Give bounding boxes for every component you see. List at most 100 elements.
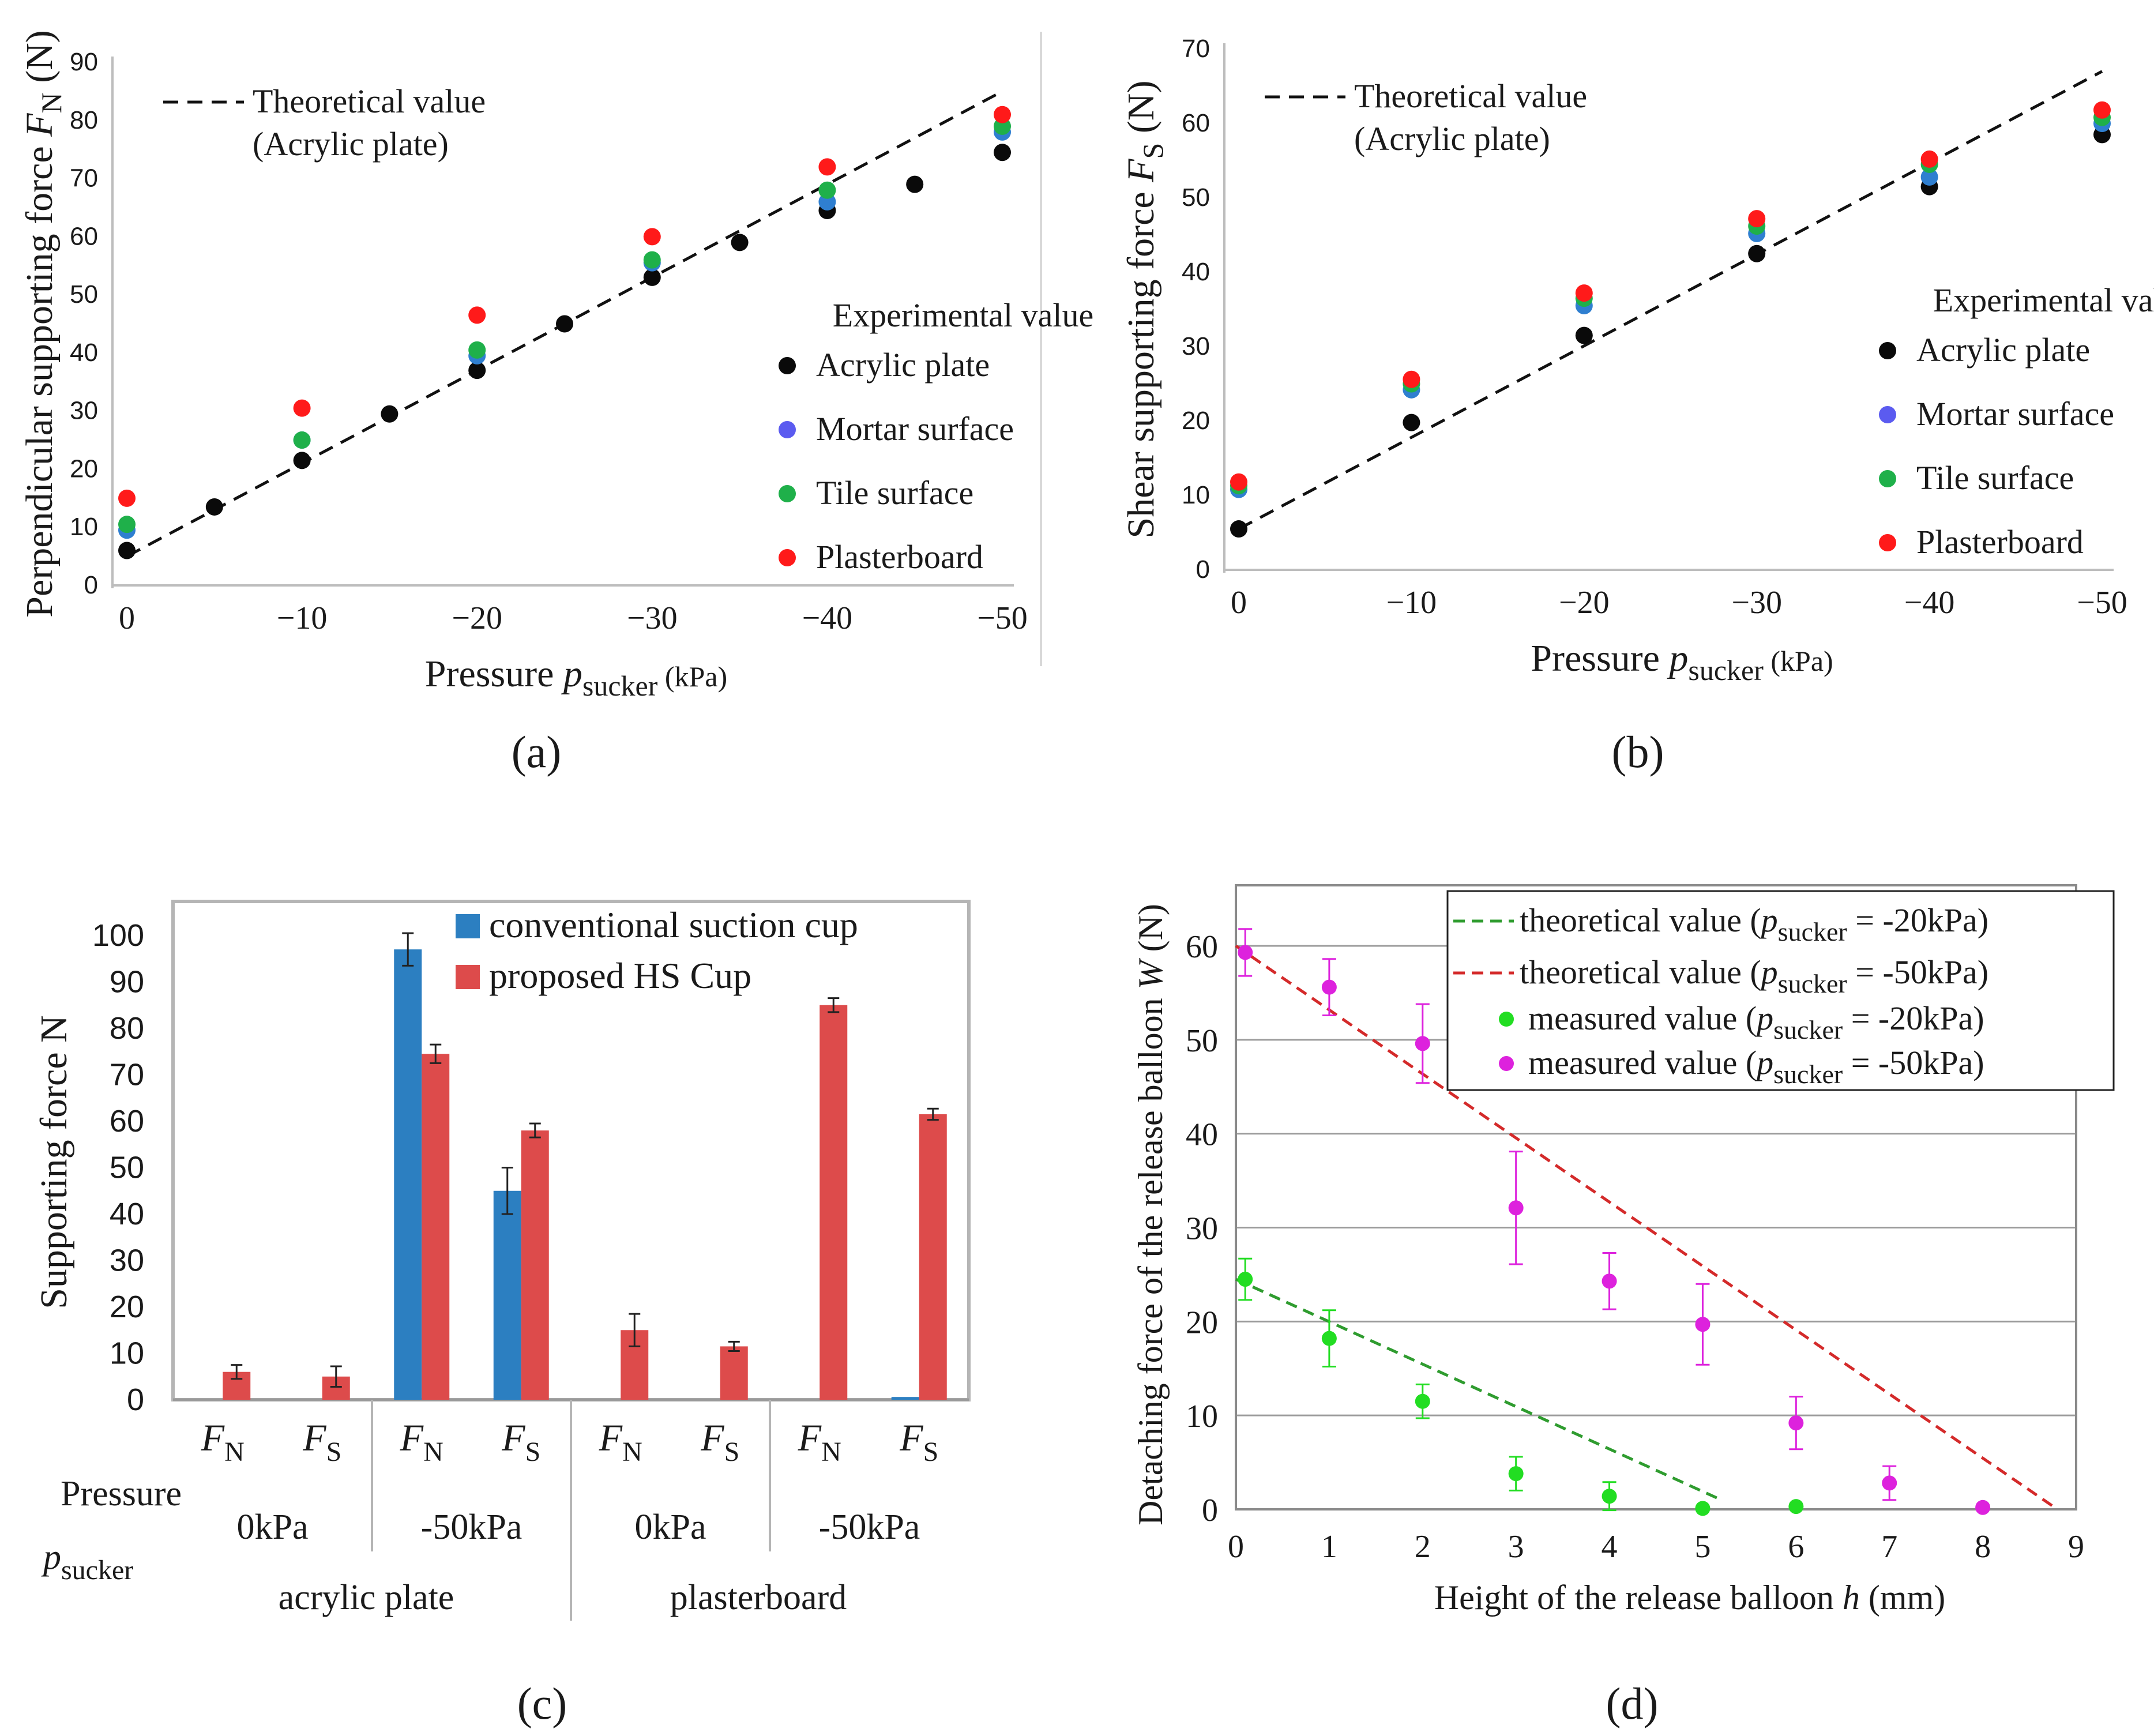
x-label-unit: (kPa) xyxy=(1764,645,1833,677)
y-label-sub: S xyxy=(1137,143,1169,159)
legend-marker xyxy=(1879,406,1896,423)
data-point-acrylic-plate xyxy=(293,452,311,469)
x-category-label: FS xyxy=(302,1417,341,1467)
y-axis-label: Shear supporting force FS (N) xyxy=(1120,81,1169,539)
y-tick-label: 20 xyxy=(70,454,98,483)
legend-label-var: p xyxy=(1754,999,1773,1037)
legend-item-label: Mortar surface xyxy=(1916,395,2114,433)
x-tick-label: −50 xyxy=(977,600,1028,636)
data-point-50kpa xyxy=(1695,1317,1711,1332)
x-tick-label: 0 xyxy=(1228,1529,1244,1565)
y-tick-label: 30 xyxy=(70,397,98,425)
bar-conventional xyxy=(394,949,422,1400)
y-label-var: W xyxy=(1131,957,1170,989)
x-axis-label: Pressure psucker (kPa) xyxy=(425,653,727,702)
data-point-plasterboard xyxy=(643,228,661,246)
legend-theory-sublabel: (Acrylic plate) xyxy=(1354,120,1550,157)
y-tick-label: 90 xyxy=(110,965,144,999)
category-sub: S xyxy=(326,1437,342,1467)
x-category-label: FS xyxy=(501,1417,540,1467)
data-point-tile-surface xyxy=(293,431,311,449)
y-tick-label: 0 xyxy=(1196,555,1210,584)
legend-marker xyxy=(779,357,796,374)
panel-b-label: (b) xyxy=(1612,727,1664,777)
y-tick-label: 80 xyxy=(110,1011,144,1046)
y-tick-label: 20 xyxy=(1186,1305,1218,1340)
data-point-acrylic-plate xyxy=(1575,326,1593,344)
legend-label-post: = -20kPa) xyxy=(1843,999,1984,1037)
legend-label-var: p xyxy=(1754,1044,1773,1081)
y-axis-label: Detaching force of the release balloon W… xyxy=(1131,904,1170,1525)
legend-theory-label: Theoretical value xyxy=(1354,77,1587,115)
panel-d-label: (d) xyxy=(1606,1678,1659,1729)
data-point-50kpa xyxy=(1415,1036,1430,1051)
legend-label-var: p xyxy=(1759,901,1778,939)
x-tick-label: 2 xyxy=(1415,1529,1431,1565)
y-label-main: Detaching force of the release balloon xyxy=(1131,989,1170,1525)
x-tick-label: 3 xyxy=(1508,1529,1524,1565)
theory-line xyxy=(1238,70,2103,531)
legend-marker xyxy=(779,421,796,438)
legend-box xyxy=(1446,890,2115,1091)
y-label-var: F xyxy=(1120,159,1162,183)
legend-label-pre: theoretical value ( xyxy=(1520,953,1761,991)
data-point-acrylic-plate xyxy=(994,144,1011,161)
y-label-unit: (N) xyxy=(18,30,61,92)
y-tick-label: 50 xyxy=(70,280,98,309)
x-tick-label: −20 xyxy=(1559,585,1610,621)
legend-marker xyxy=(779,549,796,566)
x-category-label: FS xyxy=(899,1417,938,1467)
legend-title: Experimental value xyxy=(833,296,1094,334)
surface-group-label: plasterboard xyxy=(670,1578,847,1617)
y-tick-label: 10 xyxy=(1186,1399,1218,1434)
x-tick-label: 8 xyxy=(1975,1529,1991,1565)
pressure-variable: psucker xyxy=(41,1538,133,1585)
legend-label-pre: measured value ( xyxy=(1528,999,1757,1037)
y-tick-label: 40 xyxy=(1186,1117,1218,1153)
x-tick-label: −10 xyxy=(277,600,328,636)
x-label-var: p xyxy=(1667,637,1688,679)
legend-item-label: Mortar surface xyxy=(816,410,1014,448)
legend-item-label: Tile surface xyxy=(1916,459,2074,497)
legend-label-pre: measured value ( xyxy=(1528,1044,1757,1081)
category-main: F xyxy=(400,1417,424,1459)
panel-a-chart: (a) 0 10 20 30 40 50 60 70 80 90 0 −10 −20 −30 −40 −50 P… xyxy=(18,30,1093,777)
legend-marker xyxy=(1879,470,1896,487)
legend-item-label: Acrylic plate xyxy=(1916,331,2090,369)
data-point-plasterboard xyxy=(818,158,836,176)
category-sub: S xyxy=(923,1437,939,1467)
legend-theory-sublabel: (Acrylic plate) xyxy=(253,125,449,163)
data-point-plasterboard xyxy=(1920,150,1938,168)
x-label-main: Height of the release balloon xyxy=(1434,1579,1843,1617)
category-sub: S xyxy=(724,1437,740,1467)
category-sub: S xyxy=(525,1437,541,1467)
y-label-var: F xyxy=(18,113,61,137)
y-tick-label: 50 xyxy=(1182,183,1210,212)
bar-proposed xyxy=(422,1054,450,1400)
panel-a-label: (a) xyxy=(512,727,562,777)
legend-label-post: = -50kPa) xyxy=(1847,953,1988,991)
panel-c-chart: (c) 0 10 20 30 40 50 60 70 80 90 100 Supporting for… xyxy=(33,900,971,1729)
data-point-acrylic-plate xyxy=(731,234,749,251)
legend-item-label: measured value (psucker = -20kPa) xyxy=(1528,999,1984,1044)
category-main: F xyxy=(201,1417,225,1459)
y-tick-label: 70 xyxy=(1182,35,1210,63)
category-sub: N xyxy=(622,1437,642,1467)
data-point-tile-surface xyxy=(118,516,136,533)
x-tick-label: −30 xyxy=(627,600,678,636)
legend-theory-label: Theoretical value xyxy=(253,82,486,120)
panel-c-label: (c) xyxy=(517,1678,567,1729)
x-tick-label: 5 xyxy=(1694,1529,1711,1565)
bar-proposed xyxy=(919,1114,947,1400)
x-category-label: FN xyxy=(400,1417,443,1467)
pressure-var: p xyxy=(41,1538,61,1577)
data-point-acrylic-plate xyxy=(906,175,924,193)
legend-item-label: proposed HS Cup xyxy=(489,955,751,996)
x-label-sub: sucker xyxy=(1688,654,1764,686)
legend-marker xyxy=(779,485,796,502)
category-main: F xyxy=(899,1417,923,1459)
data-point-plasterboard xyxy=(1575,284,1593,302)
legend-label-sub: sucker xyxy=(1773,1015,1843,1044)
y-label-main: Perpendicular supporting force xyxy=(18,137,61,618)
legend-label-post: = -50kPa) xyxy=(1843,1044,1984,1081)
